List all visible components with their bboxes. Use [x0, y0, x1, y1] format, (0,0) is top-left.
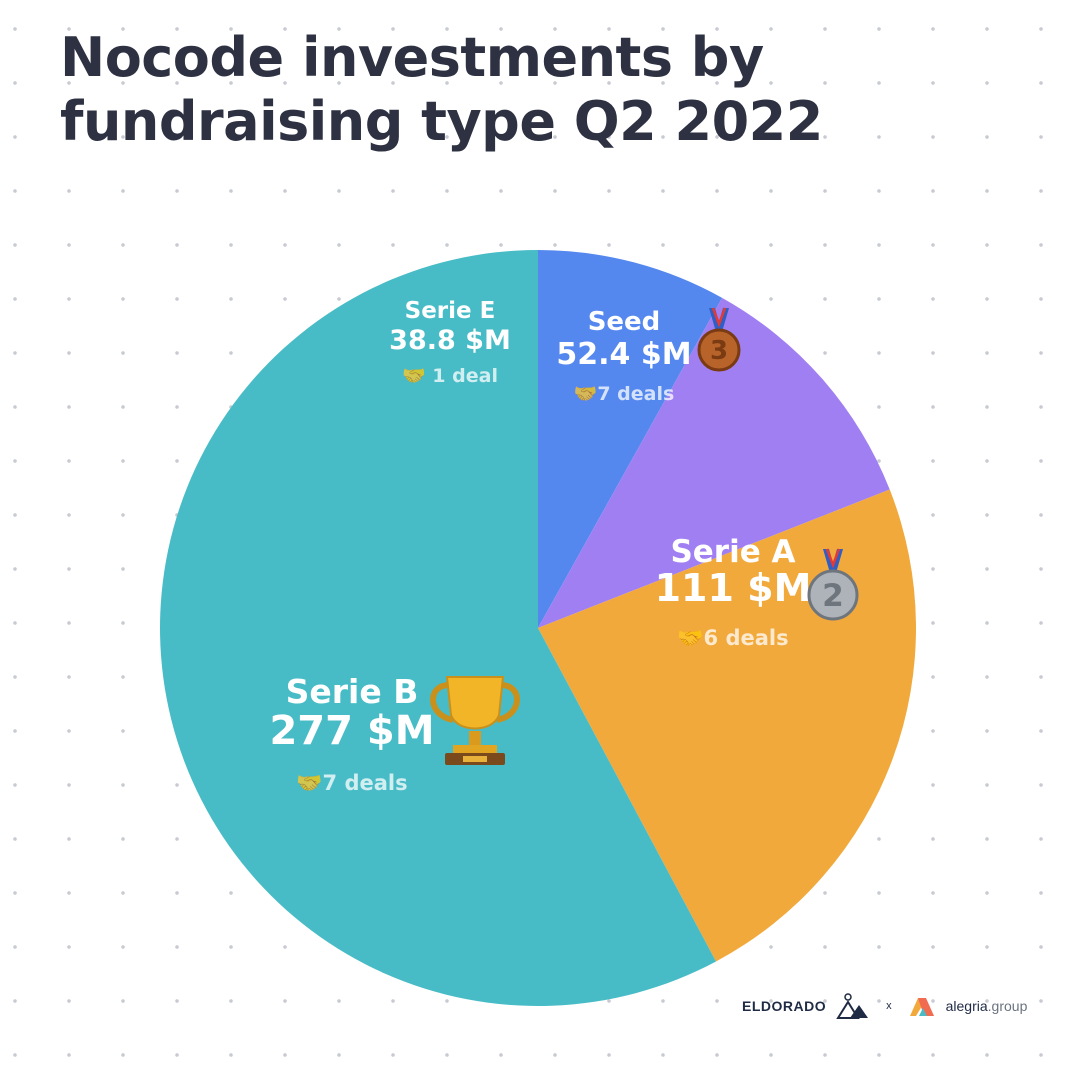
alegria-logo-icon [909, 998, 934, 1016]
alegria-logo-text: alegria.group [946, 998, 1028, 1014]
chart-title-line-2: fundraising type Q2 2022 [60, 90, 823, 153]
pie-slice-serie-e [538, 250, 723, 628]
chart-title: Nocode investments by fundraising type Q… [60, 26, 960, 154]
eldorado-mountain-icon [836, 993, 869, 1019]
pie-slices [160, 250, 916, 1006]
pie-slice-seed [538, 297, 890, 628]
slice-deals: 🤝 1 deal [402, 365, 498, 387]
trophy-icon [430, 676, 520, 765]
alegria-name: alegria [945, 998, 988, 1014]
slice-value: 38.8 $M [389, 325, 511, 356]
slice-deals: 🤝7 deals [296, 771, 407, 795]
slice-label: Serie E [405, 298, 496, 324]
slice-value: 111 $M [655, 566, 812, 610]
slice-label: Serie A [670, 534, 795, 570]
silver-medal-icon: 2 [807, 548, 859, 621]
alegria-suffix: .group [987, 998, 1028, 1014]
brand-separator: x [886, 1000, 892, 1012]
pie-slice-serie-b [160, 250, 717, 1006]
slice-label: Seed [588, 307, 661, 337]
slice-value: 277 $M [269, 708, 434, 754]
slice-label: Serie B [286, 672, 419, 711]
slice-value: 52.4 $M [556, 337, 691, 372]
svg-text:3: 3 [710, 336, 728, 366]
bronze-medal-icon: 3 [697, 307, 741, 372]
chart-title-line-1: Nocode investments by [60, 26, 764, 89]
svg-text:2: 2 [822, 578, 844, 614]
slice-deals: 🤝6 deals [677, 626, 788, 650]
slice-deals: 🤝7 deals [574, 383, 675, 405]
eldorado-logo-text: ELDORADO [742, 998, 827, 1014]
footer-logos: ELDORADO x alegria.group [742, 986, 1027, 1026]
pie-badges: 32 [430, 307, 859, 765]
